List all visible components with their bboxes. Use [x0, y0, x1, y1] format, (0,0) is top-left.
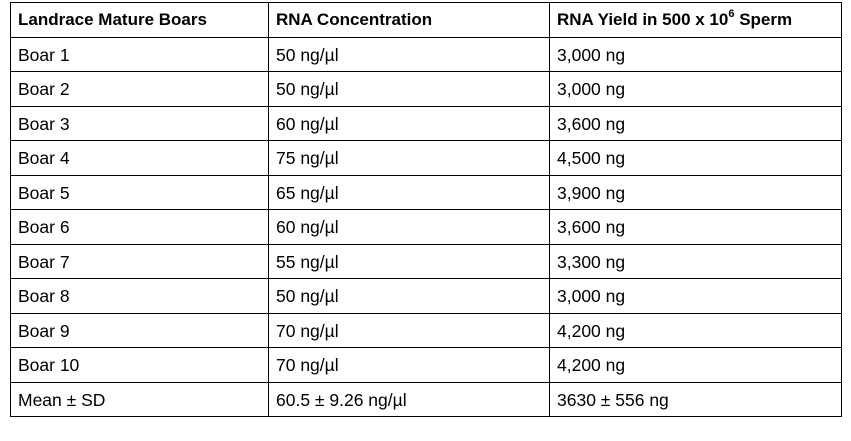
cell-concentration: 50 ng/µl	[268, 71, 550, 107]
cell-concentration: 60.5 ± 9.26 ng/µl	[268, 381, 550, 417]
table-row: Boar 8 50 ng/µl 3,000 ng	[10, 278, 842, 314]
header-rna-concentration: RNA Concentration	[268, 2, 550, 38]
cell-boar: Mean ± SD	[10, 381, 269, 417]
cell-yield: 3,300 ng	[549, 243, 842, 279]
cell-concentration: 65 ng/µl	[268, 174, 550, 210]
table-header: Landrace Mature Boars RNA Concentration …	[10, 2, 842, 38]
cell-concentration: 70 ng/µl	[268, 312, 550, 348]
cell-yield: 4,200 ng	[549, 312, 842, 348]
cell-concentration: 50 ng/µl	[268, 278, 550, 314]
rna-yield-table: Landrace Mature Boars RNA Concentration …	[10, 2, 842, 417]
cell-concentration: 60 ng/µl	[268, 105, 550, 141]
table-row: Boar 1 50 ng/µl 3,000 ng	[10, 36, 842, 72]
table-row: Boar 6 60 ng/µl 3,600 ng	[10, 209, 842, 245]
header-rna-yield: RNA Yield in 500 x 106 Sperm	[549, 2, 842, 38]
cell-yield: 4,500 ng	[549, 140, 842, 176]
header-rna-yield-prefix: RNA Yield in 500 x 10	[557, 10, 729, 29]
summary-row: Mean ± SD 60.5 ± 9.26 ng/µl 3630 ± 556 ng	[10, 381, 842, 417]
cell-yield: 3,900 ng	[549, 174, 842, 210]
cell-yield: 3,000 ng	[549, 36, 842, 72]
cell-yield: 3,000 ng	[549, 71, 842, 107]
table-row: Boar 9 70 ng/µl 4,200 ng	[10, 312, 842, 348]
cell-boar: Boar 2	[10, 71, 269, 107]
table-row: Boar 10 70 ng/µl 4,200 ng	[10, 347, 842, 383]
cell-concentration: 60 ng/µl	[268, 209, 550, 245]
cell-boar: Boar 6	[10, 209, 269, 245]
cell-boar: Boar 5	[10, 174, 269, 210]
rna-table-container: Landrace Mature Boars RNA Concentration …	[10, 2, 842, 417]
header-row: Landrace Mature Boars RNA Concentration …	[10, 2, 842, 38]
cell-concentration: 70 ng/µl	[268, 347, 550, 383]
cell-yield: 4,200 ng	[549, 347, 842, 383]
cell-concentration: 55 ng/µl	[268, 243, 550, 279]
cell-boar: Boar 4	[10, 140, 269, 176]
table-body: Boar 1 50 ng/µl 3,000 ng Boar 2 50 ng/µl 3,00…	[10, 36, 842, 417]
cell-yield: 3630 ± 556 ng	[549, 381, 842, 417]
header-rna-yield-exponent: 6	[728, 8, 735, 21]
table-row: Boar 4 75 ng/µl 4,500 ng	[10, 140, 842, 176]
cell-yield: 3,000 ng	[549, 278, 842, 314]
table-row: Boar 2 50 ng/µl 3,000 ng	[10, 71, 842, 107]
table-row: Boar 7 55 ng/µl 3,300 ng	[10, 243, 842, 279]
table-row: Boar 5 65 ng/µl 3,900 ng	[10, 174, 842, 210]
cell-yield: 3,600 ng	[549, 209, 842, 245]
cell-boar: Boar 7	[10, 243, 269, 279]
cell-concentration: 75 ng/µl	[268, 140, 550, 176]
cell-boar: Boar 1	[10, 36, 269, 72]
cell-boar: Boar 3	[10, 105, 269, 141]
cell-boar: Boar 9	[10, 312, 269, 348]
table-row: Boar 3 60 ng/µl 3,600 ng	[10, 105, 842, 141]
header-landrace-boars: Landrace Mature Boars	[10, 2, 269, 38]
cell-concentration: 50 ng/µl	[268, 36, 550, 72]
cell-yield: 3,600 ng	[549, 105, 842, 141]
cell-boar: Boar 10	[10, 347, 269, 383]
header-rna-yield-suffix: Sperm	[734, 10, 793, 29]
cell-boar: Boar 8	[10, 278, 269, 314]
